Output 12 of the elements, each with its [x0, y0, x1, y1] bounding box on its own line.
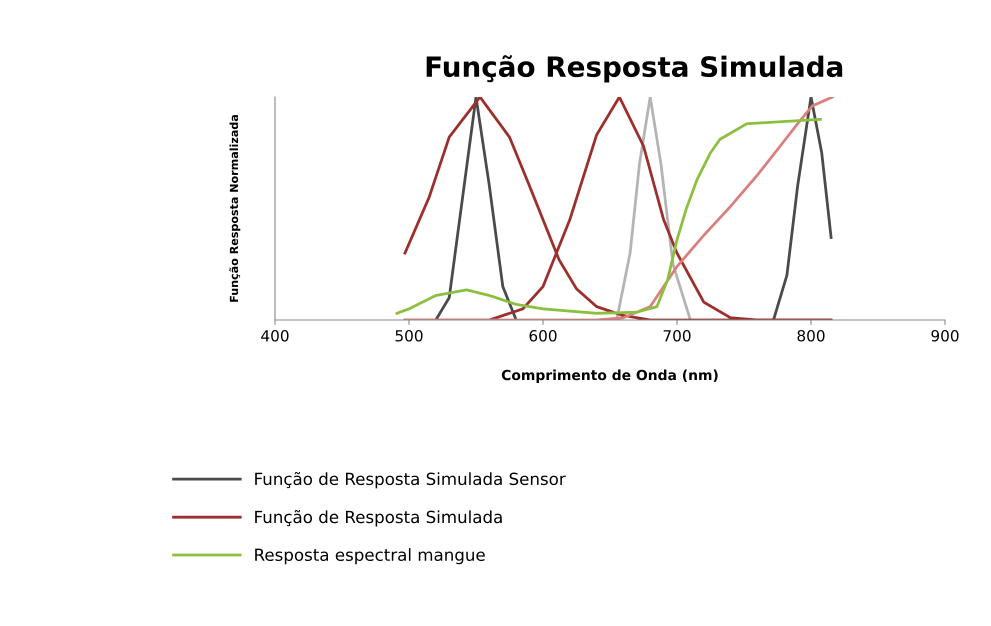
legend-label: Resposta espectral mangue [255, 548, 485, 564]
legend-label: Função de Resposta Simulada Sensor [255, 472, 566, 488]
x-tick-label: 600 [529, 330, 557, 342]
x-axis-title: Comprimento de Onda (nm) [502, 370, 718, 383]
x-tick-label: 800 [797, 330, 825, 342]
x-tick-label: 900 [931, 330, 959, 342]
chart-title: Função Resposta Simulada [426, 55, 842, 83]
x-tick-label: 500 [396, 330, 423, 342]
x-tick-label: 700 [664, 330, 691, 342]
legend-label: Função de Resposta Simulada [255, 510, 502, 526]
x-tick-label: 400 [261, 330, 289, 342]
y-axis-title: Função Resposta Normalizada [229, 115, 240, 302]
